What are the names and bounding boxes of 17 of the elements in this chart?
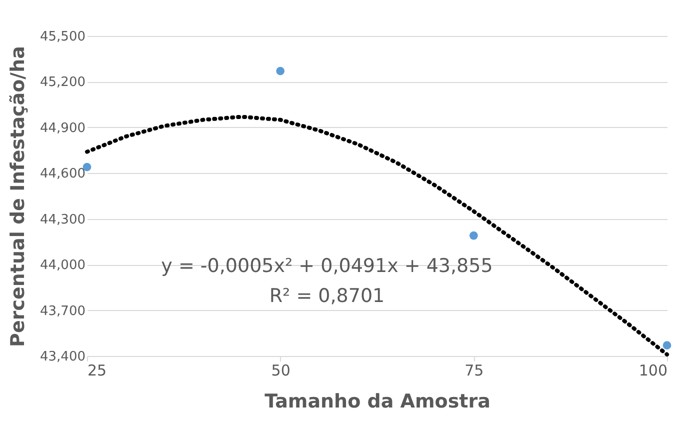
line-series — [85, 114, 669, 356]
x-tick-label: 50 — [271, 362, 290, 380]
y-tick-label: 44,900 — [40, 120, 86, 136]
y-tick-label: 45,500 — [40, 30, 86, 44]
y-tick-label: 43,400 — [40, 350, 86, 364]
y-tick-label: 45,200 — [40, 75, 86, 90]
y-tick-label: 44,600 — [40, 166, 86, 182]
annotation: R² = 0,8701 — [269, 285, 385, 307]
y-axis-title: Percentual de Infestação/ha — [7, 46, 30, 347]
annotation: y = -0,0005x² + 0,0491x + 43,855 — [161, 255, 493, 277]
y-tick-label: 43,700 — [40, 304, 86, 319]
x-tick-label: 25 — [88, 362, 107, 380]
y-tick-label: 44,300 — [40, 212, 86, 228]
x-tick-label: 100 — [638, 362, 668, 380]
y-tick-label: 44,000 — [40, 258, 86, 274]
x-axis-title: Tamanho da Amostra — [264, 390, 490, 412]
x-tick-label: 75 — [464, 362, 484, 380]
